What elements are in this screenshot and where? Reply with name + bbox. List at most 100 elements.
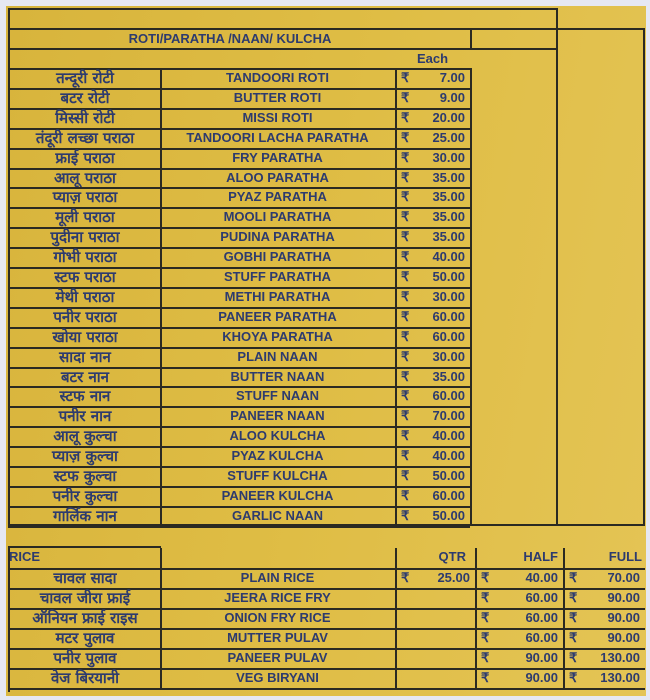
rupee-icon: ₹ — [569, 570, 578, 585]
item-name: MOOLI PARATHA — [223, 209, 332, 224]
item-hindi-name: मूली पराठा — [55, 208, 115, 226]
item-price: ₹40.00 — [395, 446, 470, 466]
rupee-icon: ₹ — [569, 630, 578, 645]
item-name: PUDINA PARATHA — [220, 229, 335, 244]
price-value: 60.00 — [432, 329, 465, 344]
price-value: 60.00 — [432, 309, 465, 324]
item-name: TANDOORI LACHA PARATHA — [186, 130, 369, 145]
price-value: 25.00 — [437, 570, 470, 585]
grid-line — [8, 128, 470, 130]
grid-line — [556, 8, 558, 526]
price-value: 50.00 — [432, 468, 465, 483]
price-value: 90.00 — [525, 650, 558, 665]
rice-hindi-name: ऑनियन फ्राई राइस — [32, 609, 138, 627]
item-price: ₹35.00 — [395, 227, 470, 247]
rupee-icon: ₹ — [401, 170, 410, 185]
rice-name: JEERA RICE FRY — [224, 590, 331, 605]
item-hindi-name: स्टफ कुल्चा — [53, 467, 117, 485]
grid-line — [8, 227, 470, 229]
grid-line — [8, 108, 470, 110]
rice-full-price: ₹130.00 — [563, 648, 645, 668]
grid-line — [8, 207, 470, 209]
item-name: PYAZ KULCHA — [231, 448, 324, 463]
grid-line — [8, 8, 558, 10]
rupee-icon: ₹ — [401, 70, 410, 85]
grid-line — [8, 526, 470, 528]
grid-line — [160, 546, 161, 568]
rice-half-price: ₹40.00 — [475, 568, 563, 588]
grid-line — [8, 48, 558, 50]
grid-line — [643, 28, 645, 526]
rupee-icon: ₹ — [481, 670, 490, 685]
rupee-icon: ₹ — [401, 570, 410, 585]
item-price: ₹30.00 — [395, 148, 470, 168]
item-name: PANEER NAAN — [230, 408, 325, 423]
item-price: ₹40.00 — [395, 247, 470, 267]
rupee-icon: ₹ — [401, 388, 410, 403]
item-price: ₹20.00 — [395, 108, 470, 128]
item-hindi-name: गोभी पराठा — [53, 248, 117, 266]
grid-line — [470, 68, 472, 526]
rice-full-price: ₹90.00 — [563, 608, 645, 628]
item-price: ₹35.00 — [395, 207, 470, 227]
item-hindi-name: स्टफ नान — [59, 387, 111, 405]
grid-line — [8, 446, 470, 448]
grid-line — [160, 548, 162, 688]
price-value: 60.00 — [525, 630, 558, 645]
item-hindi-name: प्याज़ पराठा — [52, 188, 118, 206]
rice-hindi-name: वेज बिरयानी — [50, 669, 120, 687]
item-name: KHOYA PARATHA — [222, 329, 333, 344]
price-value: 40.00 — [432, 428, 465, 443]
section-title-rice: RICE — [9, 549, 41, 564]
rupee-icon: ₹ — [569, 650, 578, 665]
rice-full-price: ₹90.00 — [563, 628, 645, 648]
item-hindi-name: प्याज़ कुल्चा — [52, 447, 118, 465]
rupee-icon: ₹ — [401, 150, 410, 165]
price-value: 25.00 — [432, 130, 465, 145]
grid-line — [8, 307, 470, 309]
grid-line — [8, 68, 470, 70]
price-value: 130.00 — [600, 650, 640, 665]
price-value: 50.00 — [432, 269, 465, 284]
item-hindi-name: फ्राई पराठा — [55, 149, 115, 167]
price-value: 130.00 — [600, 670, 640, 685]
item-price: ₹60.00 — [395, 327, 470, 347]
rupee-icon: ₹ — [401, 289, 410, 304]
item-name: STUFF KULCHA — [227, 468, 328, 483]
item-price: ₹35.00 — [395, 187, 470, 207]
grid-line — [8, 546, 160, 548]
rupee-icon: ₹ — [481, 630, 490, 645]
rice-name: ONION FRY RICE — [224, 610, 331, 625]
item-hindi-name: खोया पराठा — [52, 328, 118, 346]
item-hindi-name: पुदीना पराठा — [50, 228, 120, 246]
grid-line — [475, 548, 477, 688]
grid-line — [8, 406, 470, 408]
rupee-icon: ₹ — [401, 488, 410, 503]
half-header: HALF — [523, 549, 558, 564]
rupee-icon: ₹ — [481, 650, 490, 665]
grid-line — [8, 327, 470, 329]
rice-hindi-name: चावल जीरा फ्राई — [39, 589, 131, 607]
price-value: 20.00 — [432, 110, 465, 125]
rupee-icon: ₹ — [481, 610, 490, 625]
grid-line — [8, 466, 470, 468]
grid-line — [395, 68, 397, 526]
item-name: STUFF PARATHA — [223, 269, 332, 284]
price-value: 35.00 — [432, 209, 465, 224]
price-value: 30.00 — [432, 349, 465, 364]
rice-name: PANEER PULAV — [227, 650, 328, 665]
rice-name: PLAIN RICE — [240, 570, 315, 585]
rice-full-price: ₹70.00 — [563, 568, 645, 588]
qtr-header: QTR — [438, 549, 466, 564]
each-header: Each — [416, 51, 449, 66]
item-price: ₹60.00 — [395, 307, 470, 327]
price-value: 30.00 — [432, 150, 465, 165]
item-price: ₹9.00 — [395, 88, 470, 108]
price-value: 90.00 — [607, 590, 640, 605]
item-price: ₹25.00 — [395, 128, 470, 148]
rice-half-price: ₹90.00 — [475, 648, 563, 668]
grid-line — [8, 148, 470, 150]
item-price: ₹50.00 — [395, 506, 470, 526]
item-name: BUTTER ROTI — [233, 90, 322, 105]
price-value: 60.00 — [432, 388, 465, 403]
